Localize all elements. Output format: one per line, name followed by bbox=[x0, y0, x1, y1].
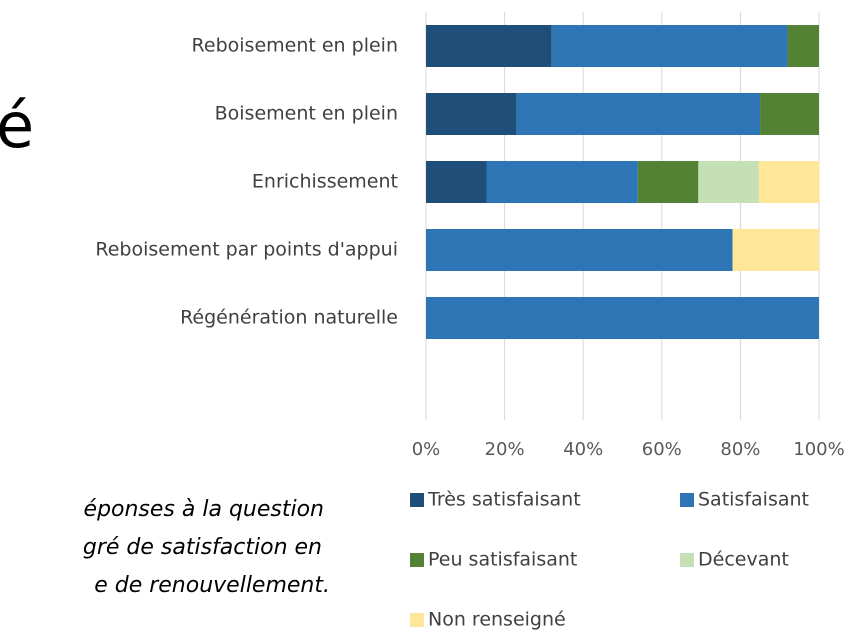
bar-segment bbox=[698, 161, 759, 203]
legend-swatch bbox=[680, 553, 694, 567]
legend-swatch bbox=[680, 493, 694, 507]
legend-label: Satisfaisant bbox=[698, 489, 809, 511]
y-tick-label: Boisement en plein bbox=[215, 103, 398, 125]
bar-segment bbox=[486, 161, 638, 203]
x-tick-label: 20% bbox=[485, 439, 525, 460]
bar-segment bbox=[426, 229, 733, 271]
x-tick-label: 0% bbox=[412, 439, 441, 460]
bar-segment bbox=[760, 93, 819, 135]
bar-segment bbox=[732, 229, 819, 271]
legend-swatch bbox=[410, 493, 424, 507]
x-tick-label: 40% bbox=[563, 439, 603, 460]
bar-segment bbox=[551, 25, 788, 67]
bar-segment bbox=[637, 161, 699, 203]
bar-segment bbox=[787, 25, 819, 67]
legend-label: Décevant bbox=[698, 549, 789, 571]
legend-swatch bbox=[410, 553, 424, 567]
bar-segment bbox=[426, 25, 552, 67]
legend-label: Très satisfaisant bbox=[427, 489, 581, 511]
caption-line: éponses à la question bbox=[84, 497, 324, 522]
x-tick-label: 100% bbox=[793, 439, 844, 460]
bar-segment bbox=[426, 93, 517, 135]
x-tick-label: 60% bbox=[642, 439, 682, 460]
bar-segment bbox=[758, 161, 820, 203]
legend-label: Peu satisfaisant bbox=[428, 549, 577, 571]
y-tick-label: Reboisement en plein bbox=[192, 35, 398, 57]
legend-swatch bbox=[410, 613, 424, 627]
heading-fragment: é bbox=[0, 89, 34, 162]
x-tick-label: 80% bbox=[720, 439, 760, 460]
caption-line: e de renouvellement. bbox=[94, 573, 330, 598]
caption-line: gré de satisfaction en bbox=[83, 535, 322, 560]
y-tick-label: Enrichissement bbox=[252, 171, 398, 193]
legend-label: Non renseigné bbox=[428, 609, 566, 631]
bar-segment bbox=[516, 93, 761, 135]
bar-segment bbox=[426, 161, 487, 203]
y-tick-label: Régénération naturelle bbox=[180, 307, 398, 329]
bar-segment bbox=[426, 297, 819, 339]
y-tick-label: Reboisement par points d'appui bbox=[95, 239, 398, 261]
